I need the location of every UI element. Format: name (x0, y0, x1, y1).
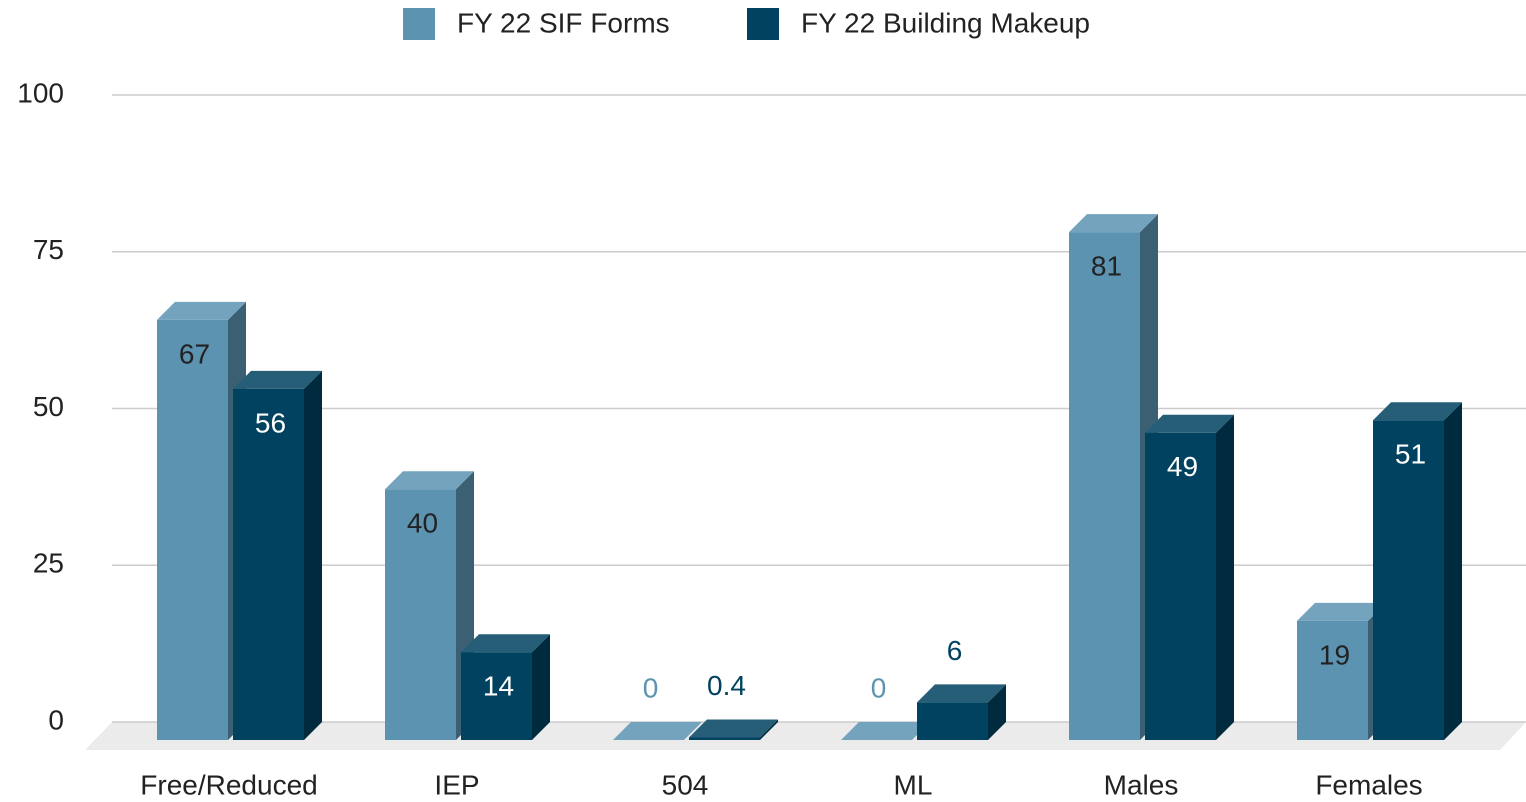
bar-front (917, 702, 988, 740)
bar-front (233, 388, 304, 740)
bar (461, 634, 550, 740)
bar (385, 471, 474, 740)
bar-top (1069, 214, 1158, 233)
y-tick-label: 25 (33, 548, 64, 579)
bar (689, 719, 778, 740)
data-label: 40 (407, 508, 438, 539)
bar (613, 722, 702, 740)
bar-top (1373, 402, 1462, 421)
data-label: 81 (1091, 251, 1122, 282)
y-tick-label: 100 (17, 77, 64, 108)
data-label: 0.4 (707, 670, 746, 701)
bar-front (1069, 232, 1140, 740)
bar (1069, 214, 1158, 740)
data-label: 19 (1319, 639, 1350, 670)
bar (157, 301, 246, 740)
y-tick-label: 50 (33, 391, 64, 422)
data-label: 56 (255, 407, 286, 438)
bar-side (760, 719, 778, 740)
bar-side (1216, 414, 1234, 740)
bar-top (613, 722, 702, 740)
x-tick-label: Females (1315, 769, 1422, 800)
bar-front (157, 319, 228, 740)
bar-side (988, 684, 1006, 740)
bar-top (233, 370, 322, 389)
bar (1297, 602, 1386, 740)
legend-label: FY 22 Building Makeup (801, 7, 1090, 38)
data-label: 0 (643, 672, 659, 703)
bar-top (461, 634, 550, 653)
legend-swatch (747, 8, 779, 40)
data-label: 14 (483, 671, 514, 702)
x-tick-label: Free/Reduced (140, 769, 317, 800)
data-label: 51 (1395, 439, 1426, 470)
bar-top (385, 471, 474, 490)
legend-label: FY 22 SIF Forms (457, 7, 670, 38)
y-tick-label: 0 (48, 704, 64, 735)
bar-top (157, 301, 246, 320)
bar-side (532, 634, 550, 740)
data-label: 6 (947, 635, 963, 666)
data-label: 67 (179, 338, 210, 369)
x-tick-label: IEP (434, 769, 479, 800)
x-tick-label: ML (894, 769, 933, 800)
bar-front (689, 737, 760, 740)
bar-top (841, 722, 930, 740)
bar-top (917, 684, 1006, 703)
bar (917, 684, 1006, 740)
bar (1145, 414, 1234, 740)
bar-top (1145, 414, 1234, 433)
bar-front (1145, 432, 1216, 740)
bar (1373, 402, 1462, 740)
bar-top (1297, 602, 1386, 621)
bar-front (385, 489, 456, 740)
bar-side (1444, 402, 1462, 740)
x-tick-label: Males (1104, 769, 1179, 800)
data-label: 49 (1167, 451, 1198, 482)
bar-side (304, 370, 322, 740)
bar-front (1297, 620, 1368, 740)
bar (841, 722, 930, 740)
bar (233, 370, 322, 740)
bar-top (689, 719, 778, 738)
legend-swatch (403, 8, 435, 40)
x-tick-label: 504 (662, 769, 709, 800)
bar-front (461, 652, 532, 740)
bar-front (1373, 420, 1444, 740)
y-tick-label: 75 (33, 234, 64, 265)
data-label: 0 (871, 672, 887, 703)
